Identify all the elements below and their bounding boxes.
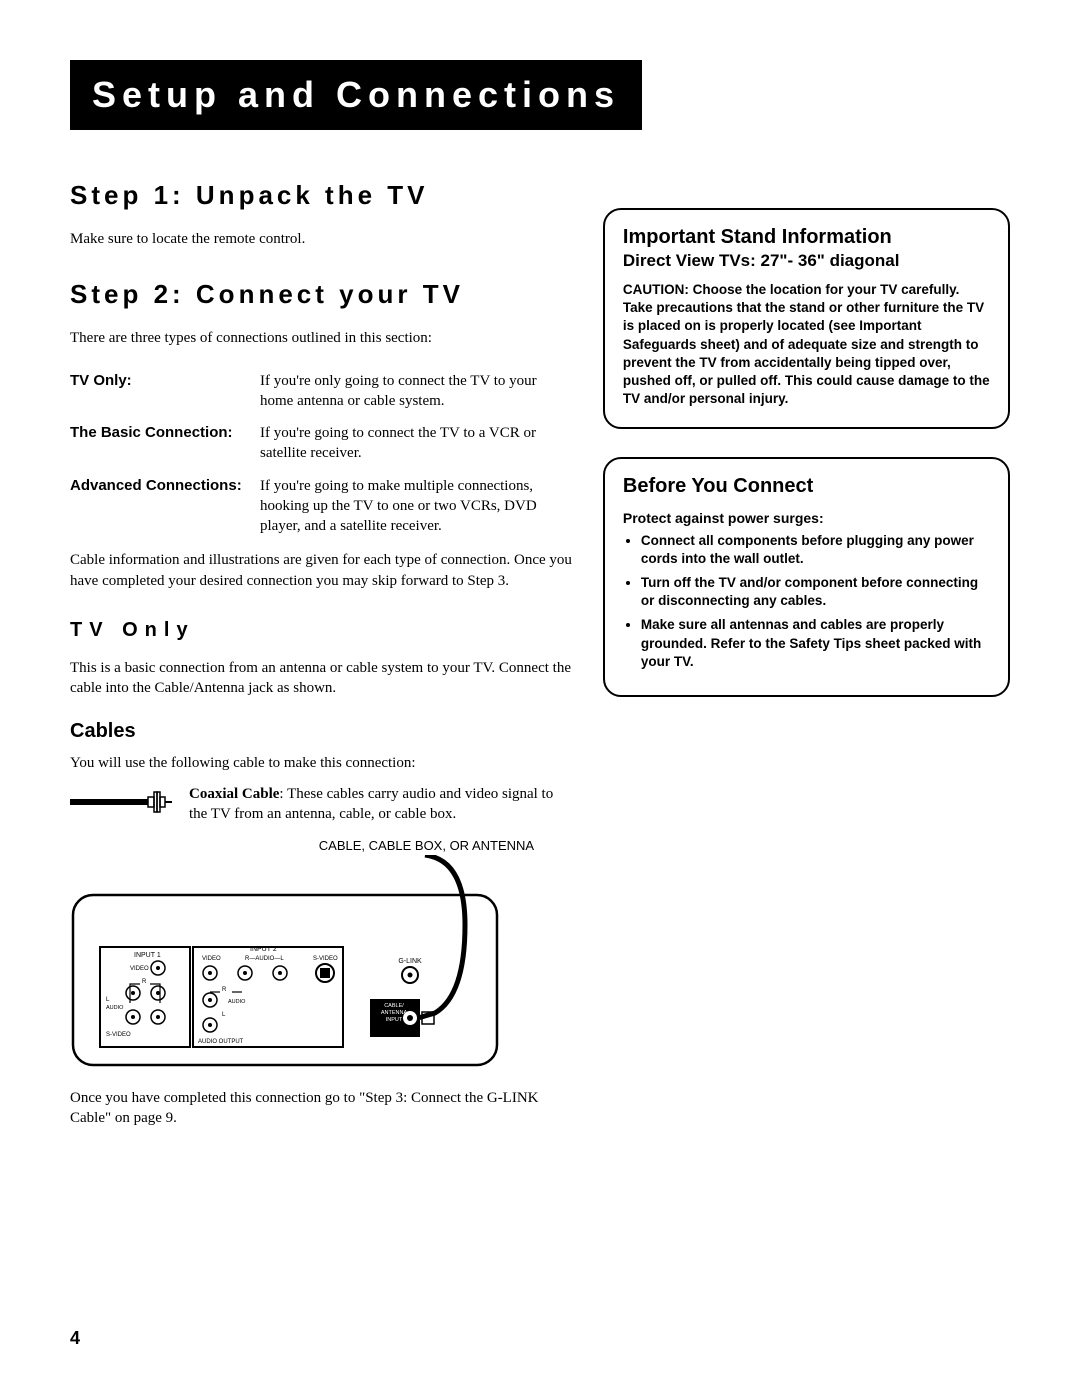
coax-cable-row: Coaxial Cable: These cables carry audio …: [70, 784, 573, 825]
svg-text:R: R: [142, 979, 147, 985]
stand-info-caution: CAUTION: Choose the location for your TV…: [623, 281, 990, 409]
connection-types-list: TV Only: If you're only going to connect…: [70, 371, 573, 537]
tvonly-text: This is a basic connection from an anten…: [70, 658, 573, 699]
conn-type-label: TV Only:: [70, 371, 260, 412]
glink-label: G-LINK: [398, 958, 422, 965]
chapter-title: Setup and Connections: [70, 60, 642, 130]
cables-intro: You will use the following cable to make…: [70, 753, 573, 773]
two-column-layout: Step 1: Unpack the TV Make sure to locat…: [70, 180, 1010, 1151]
svg-text:L: L: [106, 997, 110, 1003]
svg-text:INPUT: INPUT: [386, 1017, 403, 1023]
page-number: 4: [70, 1328, 80, 1349]
stand-info-title: Important Stand Information: [623, 226, 990, 249]
step1-heading: Step 1: Unpack the TV: [70, 180, 573, 211]
tvonly-heading: TV Only: [70, 619, 573, 642]
step2-outro: Cable information and illustrations are …: [70, 550, 573, 591]
step1-text: Make sure to locate the remote control.: [70, 229, 573, 249]
before-connect-list: Connect all components before plugging a…: [623, 532, 990, 672]
conn-type-row: The Basic Connection: If you're going to…: [70, 423, 573, 464]
svg-text:INPUT 2: INPUT 2: [250, 946, 277, 953]
conn-type-desc: If you're going to make multiple connect…: [260, 476, 573, 537]
conn-type-label: The Basic Connection:: [70, 423, 260, 464]
svg-text:R: R: [222, 987, 227, 993]
svg-text:VIDEO: VIDEO: [202, 956, 221, 962]
left-column: Step 1: Unpack the TV Make sure to locat…: [70, 180, 573, 1151]
svg-text:INPUT 1: INPUT 1: [134, 952, 161, 959]
svg-text:AUDIO OUTPUT: AUDIO OUTPUT: [198, 1039, 244, 1045]
diagram-caption: CABLE, CABLE BOX, OR ANTENNA: [280, 838, 573, 853]
svg-text:AUDIO: AUDIO: [106, 1005, 124, 1011]
tv-back-panel-diagram: G-LINK CABLE/ ANTENNA INPUT INPUT 1 VIDE…: [70, 855, 500, 1070]
step2-intro: There are three types of connections out…: [70, 328, 573, 348]
svg-text:VIDEO: VIDEO: [130, 966, 149, 972]
before-connect-bullet: Connect all components before plugging a…: [641, 532, 990, 568]
svg-text:S-VIDEO: S-VIDEO: [313, 956, 338, 962]
coax-cable-description: Coaxial Cable: These cables carry audio …: [189, 784, 573, 825]
before-connect-bullet: Turn off the TV and/or component before …: [641, 574, 990, 610]
svg-text:R—AUDIO—L: R—AUDIO—L: [245, 956, 284, 962]
svg-text:ANTENNA: ANTENNA: [381, 1010, 408, 1016]
cables-heading: Cables: [70, 720, 573, 743]
conn-type-label: Advanced Connections:: [70, 476, 260, 537]
before-connect-bullet: Make sure all antennas and cables are pr…: [641, 616, 990, 671]
before-connect-protect: Protect against power surges:: [623, 510, 990, 526]
conn-type-row: Advanced Connections: If you're going to…: [70, 476, 573, 537]
stand-info-box: Important Stand Information Direct View …: [603, 208, 1010, 429]
right-column: Important Stand Information Direct View …: [603, 180, 1010, 1151]
before-connect-title: Before You Connect: [623, 475, 990, 498]
svg-text:AUDIO: AUDIO: [228, 999, 246, 1005]
svg-text:L: L: [222, 1012, 226, 1018]
conn-type-row: TV Only: If you're only going to connect…: [70, 371, 573, 412]
coax-cable-label: Coaxial Cable: [189, 786, 279, 802]
conn-type-desc: If you're only going to connect the TV t…: [260, 371, 573, 412]
svg-text:S-VIDEO: S-VIDEO: [106, 1032, 131, 1038]
coax-cable-icon: [70, 790, 175, 825]
before-connect-box: Before You Connect Protect against power…: [603, 457, 1010, 698]
conn-type-desc: If you're going to connect the TV to a V…: [260, 423, 573, 464]
after-diagram-text: Once you have completed this connection …: [70, 1088, 573, 1129]
svg-text:CABLE/: CABLE/: [384, 1003, 404, 1009]
step2-heading: Step 2: Connect your TV: [70, 279, 573, 310]
stand-info-subtitle: Direct View TVs: 27"- 36" diagonal: [623, 251, 990, 271]
